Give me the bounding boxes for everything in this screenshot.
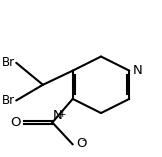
Text: O: O <box>10 116 21 129</box>
Text: O: O <box>76 137 86 150</box>
Text: Br: Br <box>1 56 15 69</box>
Text: +: + <box>58 110 66 119</box>
Text: N: N <box>53 109 63 122</box>
Text: Br: Br <box>1 94 15 107</box>
Text: N: N <box>133 64 143 77</box>
Text: -: - <box>81 136 85 145</box>
